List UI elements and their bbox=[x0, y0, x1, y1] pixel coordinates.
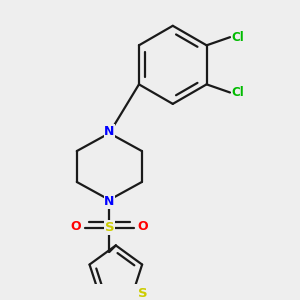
Text: N: N bbox=[104, 125, 115, 138]
Text: O: O bbox=[137, 220, 148, 233]
Text: O: O bbox=[70, 220, 81, 233]
Text: N: N bbox=[104, 195, 115, 208]
Text: S: S bbox=[138, 287, 147, 300]
Text: S: S bbox=[104, 221, 114, 234]
Text: Cl: Cl bbox=[232, 31, 244, 44]
Text: Cl: Cl bbox=[232, 86, 244, 99]
